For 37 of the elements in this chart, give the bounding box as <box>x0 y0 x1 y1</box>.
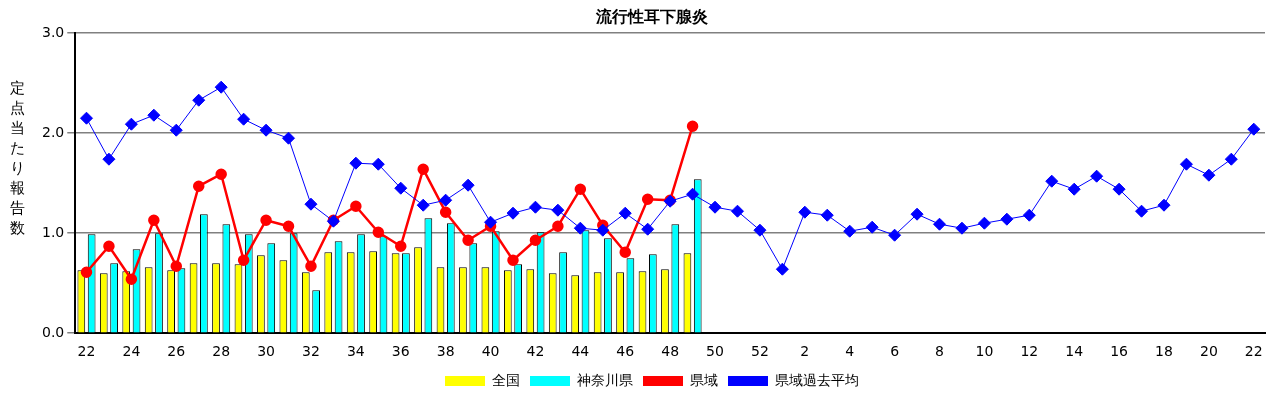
legend-label: 全国 <box>492 371 520 388</box>
x-tick-label: 16 <box>1110 343 1129 360</box>
x-tick-label: 14 <box>1065 343 1084 360</box>
x-tick-label: 44 <box>571 343 590 360</box>
x-tick-label: 8 <box>935 343 944 360</box>
y-tick-label: 2.0 <box>42 123 65 140</box>
x-tick-label: 32 <box>302 343 320 360</box>
y-tick-label: 3.0 <box>42 23 65 40</box>
x-tick-label: 18 <box>1155 343 1173 360</box>
x-tick-label: 26 <box>167 343 186 360</box>
x-tick-label: 6 <box>890 343 900 360</box>
legend-label: 県域過去平均 <box>775 371 859 388</box>
x-tick-label: 52 <box>751 343 769 360</box>
x-tick-label: 30 <box>257 343 275 360</box>
y-axis-title: 定点当たり報告数 <box>8 78 26 238</box>
x-tick-label: 50 <box>706 343 724 360</box>
x-tick-label: 40 <box>481 343 500 360</box>
x-tick-label: 2 <box>800 343 810 360</box>
x-tick-label: 22 <box>1244 343 1263 360</box>
x-tick-label: 42 <box>526 343 545 360</box>
y-tick-label: 0.0 <box>42 323 65 340</box>
legend-label: 神奈川県 <box>577 371 633 388</box>
x-tick-label: 10 <box>975 343 994 360</box>
x-tick-label: 22 <box>77 343 96 360</box>
x-tick-label: 34 <box>346 343 365 360</box>
y-tick-label: 1.0 <box>42 223 65 240</box>
x-tick-label: 48 <box>661 343 680 360</box>
legend-label: 県域 <box>690 371 718 388</box>
chart-title: 流行性耳下腺炎 <box>595 6 708 26</box>
x-tick-label: 28 <box>212 343 231 360</box>
x-tick-label: 46 <box>616 343 635 360</box>
x-tick-label: 4 <box>845 343 855 360</box>
x-tick-label: 24 <box>122 343 141 360</box>
x-tick-label: 38 <box>436 343 455 360</box>
x-tick-label: 36 <box>391 343 410 360</box>
x-tick-label: 12 <box>1020 343 1039 360</box>
x-tick-label: 20 <box>1199 343 1218 360</box>
